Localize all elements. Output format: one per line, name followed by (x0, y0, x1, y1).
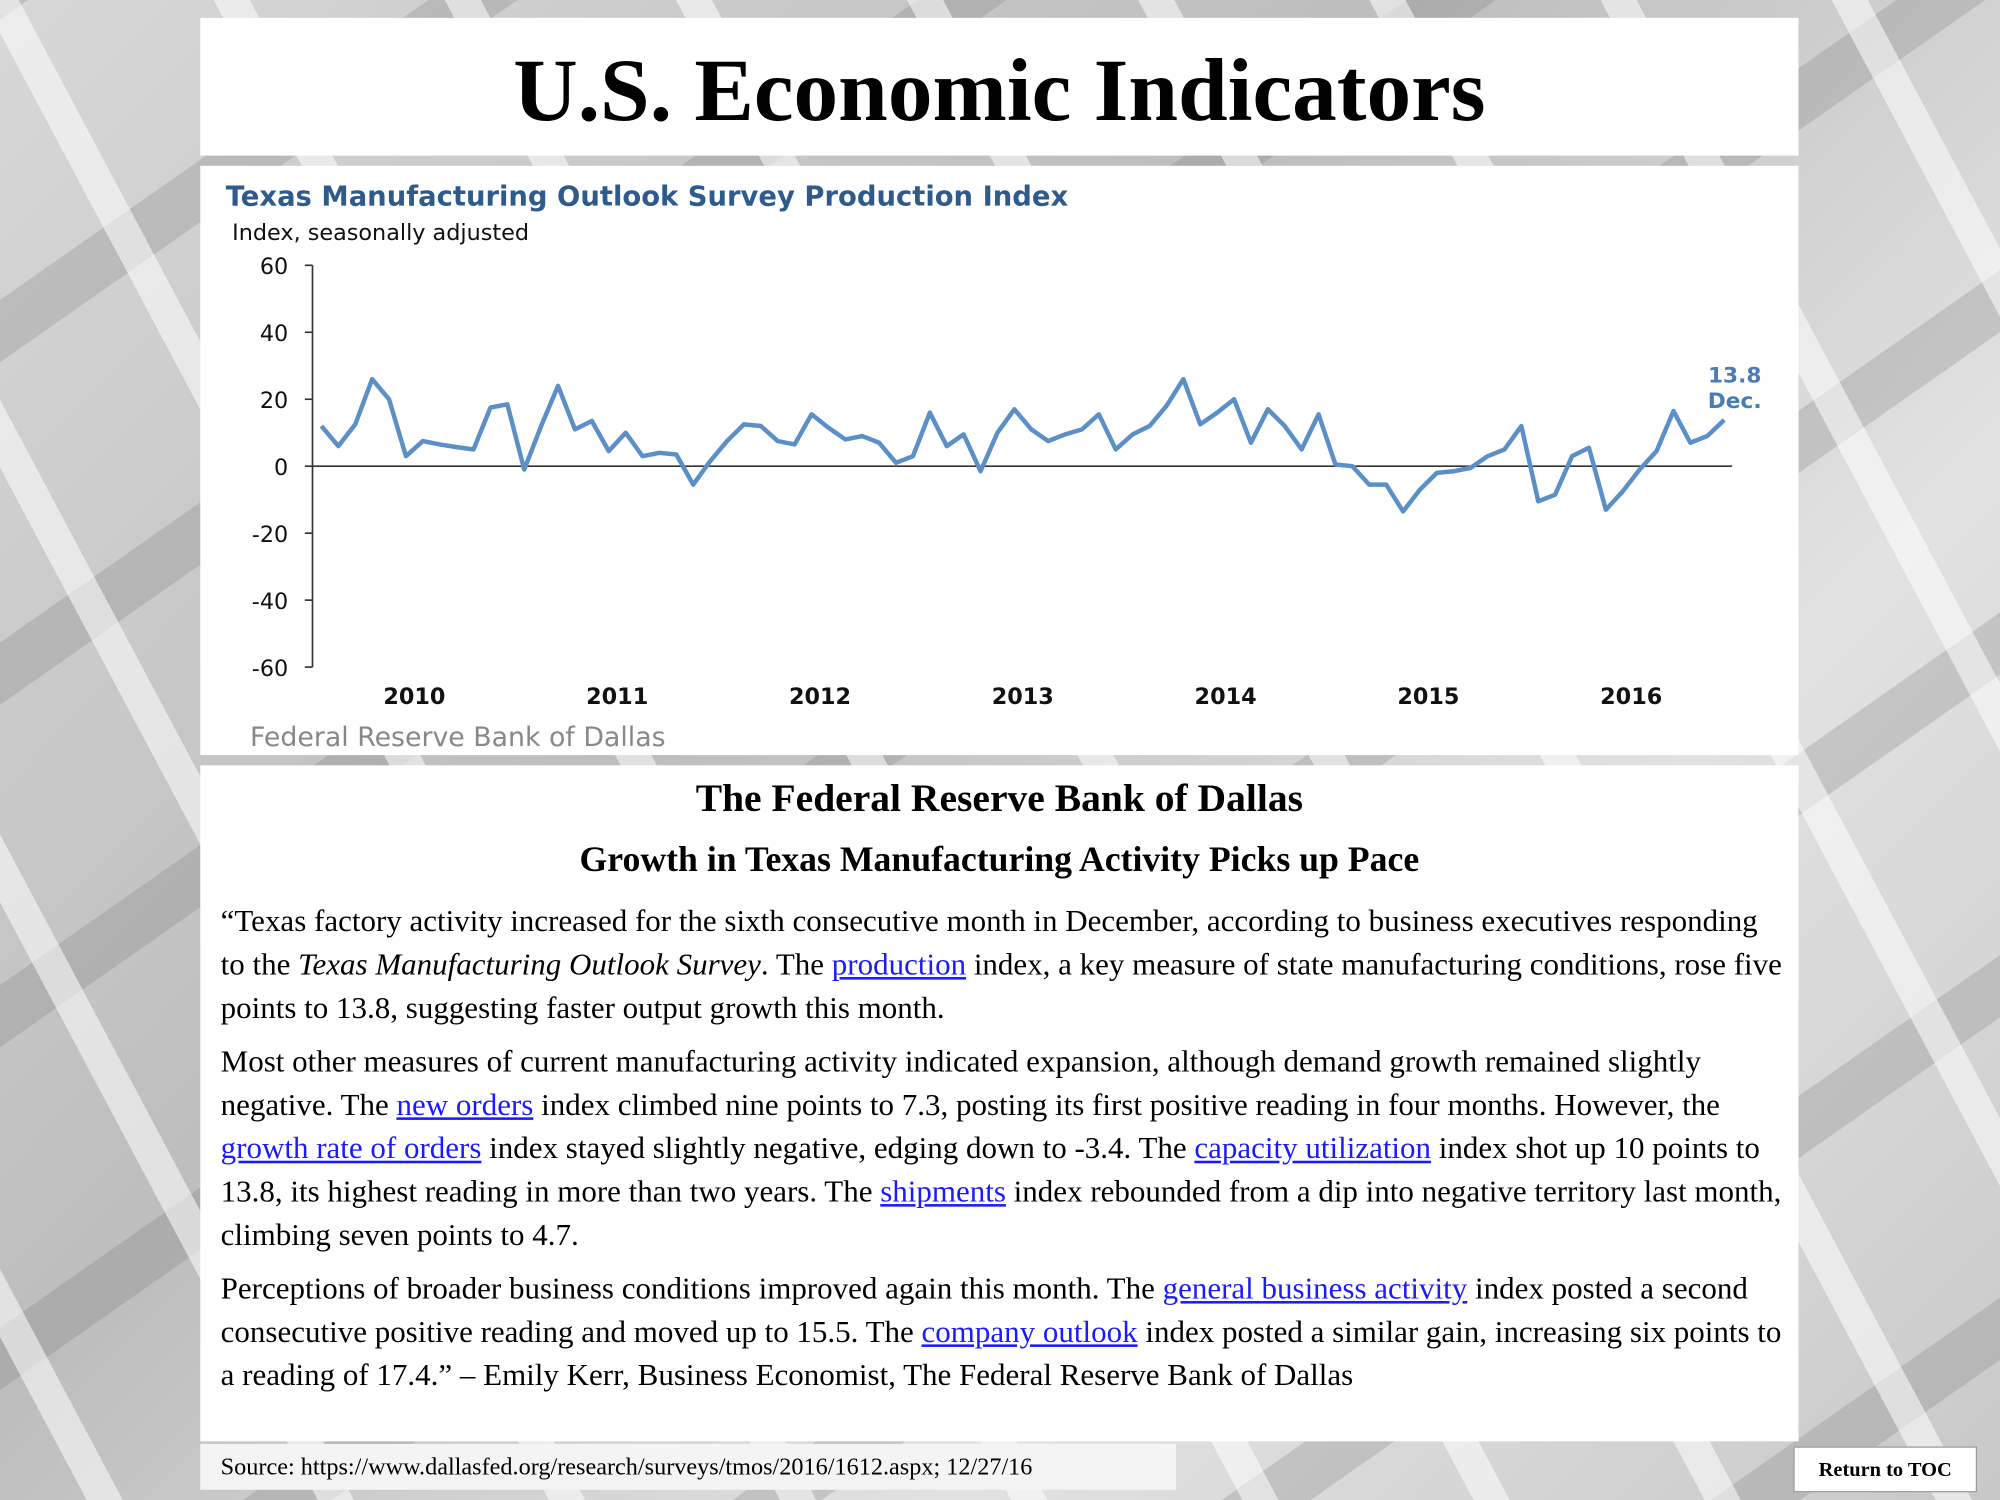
y-tick-label: 60 (260, 254, 288, 280)
text-run: Most other measures of current manufactu… (220, 1044, 1701, 1123)
y-axis-label: Index, seasonally adjusted (232, 220, 529, 246)
return-button[interactable]: Return to TOC (1793, 1446, 1978, 1493)
paragraph: “Texas factory activity increased for th… (221, 901, 1783, 1032)
y-tick-label: 40 (260, 321, 288, 347)
y-tick-label: -40 (252, 589, 288, 615)
x-tick-label: 2012 (789, 684, 851, 710)
x-tick-label: 2011 (586, 684, 648, 710)
x-tick-label: 2014 (1195, 684, 1257, 710)
article-subheading: Growth in Texas Manufacturing Activity P… (579, 840, 1420, 881)
article-body: “Texas factory activity increased for th… (221, 901, 1783, 1408)
y-tick-label: -20 (252, 522, 288, 548)
link[interactable]: production (831, 947, 967, 983)
text-run: index stayed slightly negative, edging d… (481, 1131, 1195, 1166)
link[interactable]: growth rate of orders (220, 1131, 482, 1166)
text-run: index rebounded from a dip into negative… (220, 1175, 1782, 1254)
text-run: index, a key measure of state manufactur… (220, 947, 1782, 1027)
text-run: index climbed nine points to 7.3, postin… (533, 1087, 1720, 1123)
chart-panel: Texas Manufacturing Outlook Survey Produ… (200, 165, 1799, 756)
data-line (319, 376, 1726, 514)
source-note: Source: https://www.dallasfed.org/resear… (200, 1443, 1177, 1490)
chart-title: Texas Manufacturing Outlook Survey Produ… (226, 181, 1069, 212)
link[interactable]: company outlook (921, 1314, 1138, 1350)
y-tick-label: -60 (252, 656, 288, 682)
x-tick-label: 2010 (383, 684, 445, 710)
link[interactable]: shipments (880, 1175, 1006, 1210)
text-run: “Texas factory activity increased for th… (220, 904, 1758, 983)
x-tick-label: 2016 (1600, 684, 1662, 710)
chart-source: Federal Reserve Bank of Dallas (250, 722, 666, 753)
end-value-label: 13.8 (1708, 364, 1761, 389)
link[interactable]: new orders (396, 1087, 534, 1123)
article-heading: The Federal Reserve Bank of Dallas (695, 775, 1304, 821)
x-tick-label: 2015 (1397, 684, 1459, 710)
text-run: . The (760, 947, 832, 983)
paragraph: Most other measures of current manufactu… (221, 1040, 1783, 1258)
text-run: index posted a similar gain, increasing … (220, 1314, 1782, 1393)
y-tick-label: 20 (260, 388, 288, 414)
y-tick-label: 0 (274, 455, 288, 481)
text-run: Texas Manufacturing Outlook Survey (298, 947, 761, 983)
text-run: Perceptions of broader business conditio… (220, 1271, 1163, 1306)
text-run: index shot up 10 points to 13.8, its hig… (220, 1131, 1760, 1210)
link[interactable]: general business activity (1162, 1271, 1468, 1306)
link[interactable]: capacity utilization (1194, 1131, 1432, 1166)
text-run: index posted a second consecutive positi… (220, 1271, 1748, 1350)
article: The Federal Reserve Bank of Dallas Growt… (200, 765, 1799, 1442)
end-annotation: Dec. (1708, 389, 1762, 414)
paragraph: Perceptions of broader business conditio… (221, 1267, 1783, 1398)
slide-title: U.S. Economic Indicators (200, 17, 1799, 156)
x-tick-label: 2013 (992, 684, 1054, 710)
